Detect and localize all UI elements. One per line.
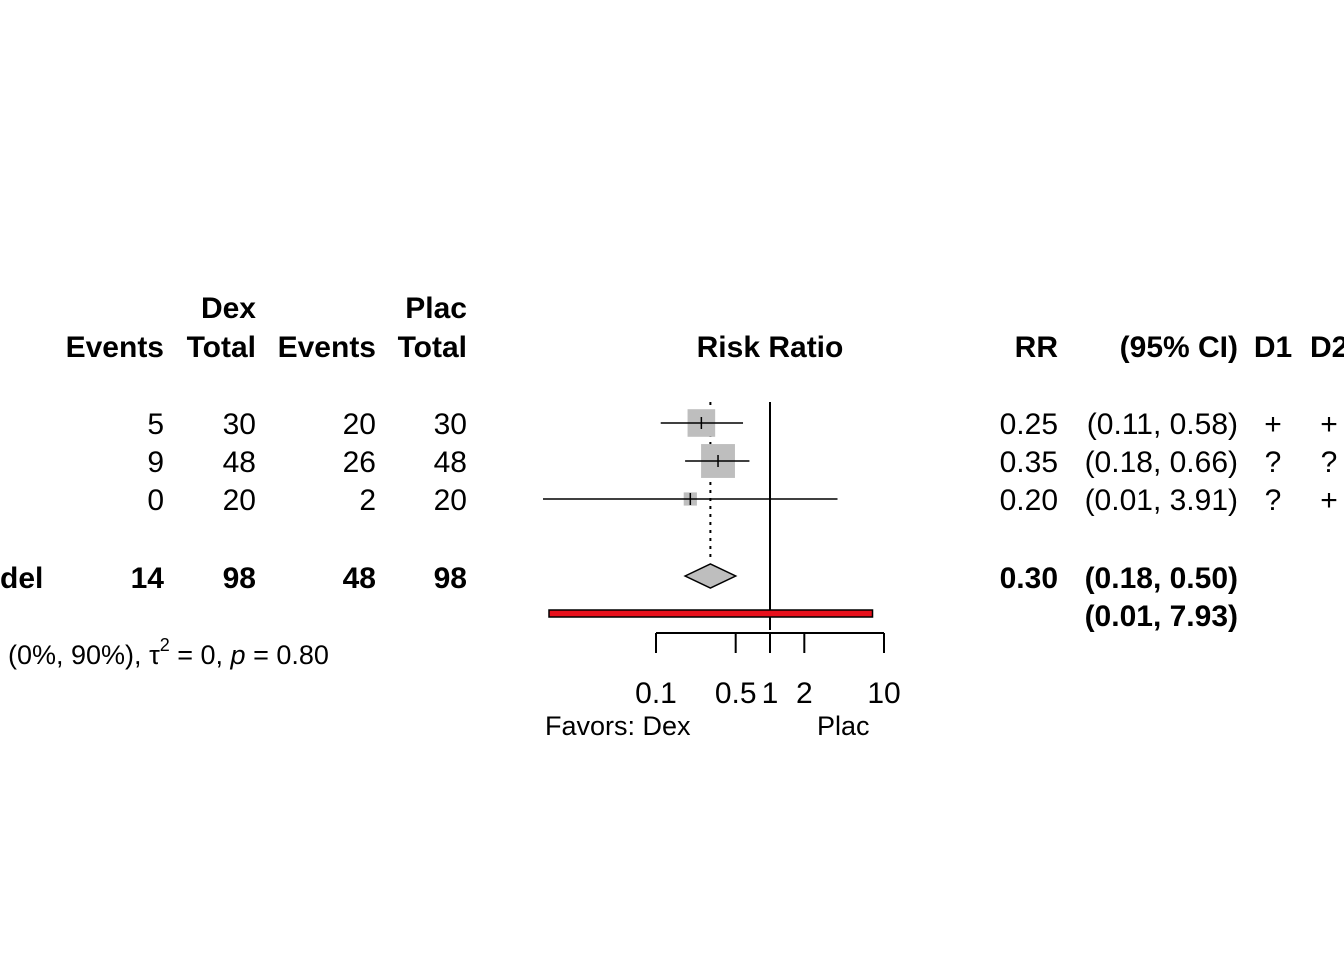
header-total2: Total [398,331,467,364]
study-1-d1: + [1264,408,1282,441]
study-1-ci-text: (0.11, 0.58) [1087,408,1238,441]
header-events2: Events [278,331,376,364]
x-axis: 0.1 0.5 1 2 10 [635,632,901,710]
study-3-events1: 0 [147,484,164,517]
pooled-rr: 0.30 [1000,562,1058,595]
x-tick-label-2: 2 [796,677,813,710]
x-tick-label-0.5: 0.5 [715,677,757,710]
column-headers: Dex Plac Events Total Events Total Risk … [66,292,1344,364]
prediction-interval-bar [548,609,874,618]
pooled-events1: 14 [131,562,165,595]
header-plot-title: Risk Ratio [697,331,844,364]
study-2-total1: 48 [223,446,256,479]
study-1-d2: + [1320,408,1338,441]
header-d1: D1 [1254,331,1292,364]
tau-exponent: 2 [160,635,170,655]
study-rows: 5 30 20 30 0.25 (0.11, 0.58) + +9 48 26 48 0.35 (0.1… [147,408,1337,517]
p-symbol: p [230,640,246,670]
heterogeneity-text: (0%, 90%), τ2 = 0, p = 0.80 [8,635,329,670]
study-2-rr-text: 0.35 [1000,446,1058,479]
study-3-rr-text: 0.20 [1000,484,1058,517]
plot-marks [543,402,874,630]
study-2-total2: 48 [434,446,467,479]
study-1-events2: 20 [343,408,376,441]
header-total1: Total [187,331,256,364]
pooled-events2: 48 [343,562,376,595]
study-3-events2: 2 [359,484,376,517]
pooled-ci: (0.18, 0.50) [1085,562,1238,595]
pooled-total2: 98 [434,562,467,595]
study-3-total1: 20 [223,484,256,517]
study-2-events1: 9 [147,446,164,479]
pooled-total1: 98 [223,562,256,595]
study-1-rr-text: 0.25 [1000,408,1058,441]
header-d2: D2 [1310,331,1344,364]
study-3-d2: + [1320,484,1338,517]
study-2-d2: ? [1321,446,1338,479]
x-tick-label-10: 10 [867,677,900,710]
study-3-d1: ? [1265,484,1282,517]
study-3-ci-text: (0.01, 3.91) [1085,484,1238,517]
study-2-events2: 26 [343,446,376,479]
header-rr: RR [1015,331,1059,364]
tau-value: = 0, [170,640,231,670]
header-group1: Dex [201,292,256,325]
pooled-label: del [0,562,43,595]
header-group2: Plac [405,292,467,325]
p-value: = 0.80 [246,640,329,670]
study-2-ci-text: (0.18, 0.66) [1085,446,1238,479]
study-3-total2: 20 [434,484,467,517]
prediction-ci: (0.01, 7.93) [1085,600,1238,633]
tau-symbol: τ [149,640,160,670]
pooled-diamond [683,563,738,589]
x-tick-label-0.1: 0.1 [635,677,677,710]
pooled-row: del 14 98 48 98 0.30 (0.18, 0.50) (0.01,… [0,562,1238,633]
header-events1: Events [66,331,164,364]
study-2-d1: ? [1265,446,1282,479]
study-1-events1: 5 [147,408,164,441]
study-1-total1: 30 [223,408,256,441]
header-ci: (95% CI) [1120,331,1238,364]
x-tick-label-1: 1 [762,677,779,710]
favors-right-label: Plac [817,711,870,741]
favors-left-label: Favors: Dex [545,711,691,741]
heterogeneity-prefix: (0%, 90%), [8,640,149,670]
study-1-total2: 30 [434,408,467,441]
